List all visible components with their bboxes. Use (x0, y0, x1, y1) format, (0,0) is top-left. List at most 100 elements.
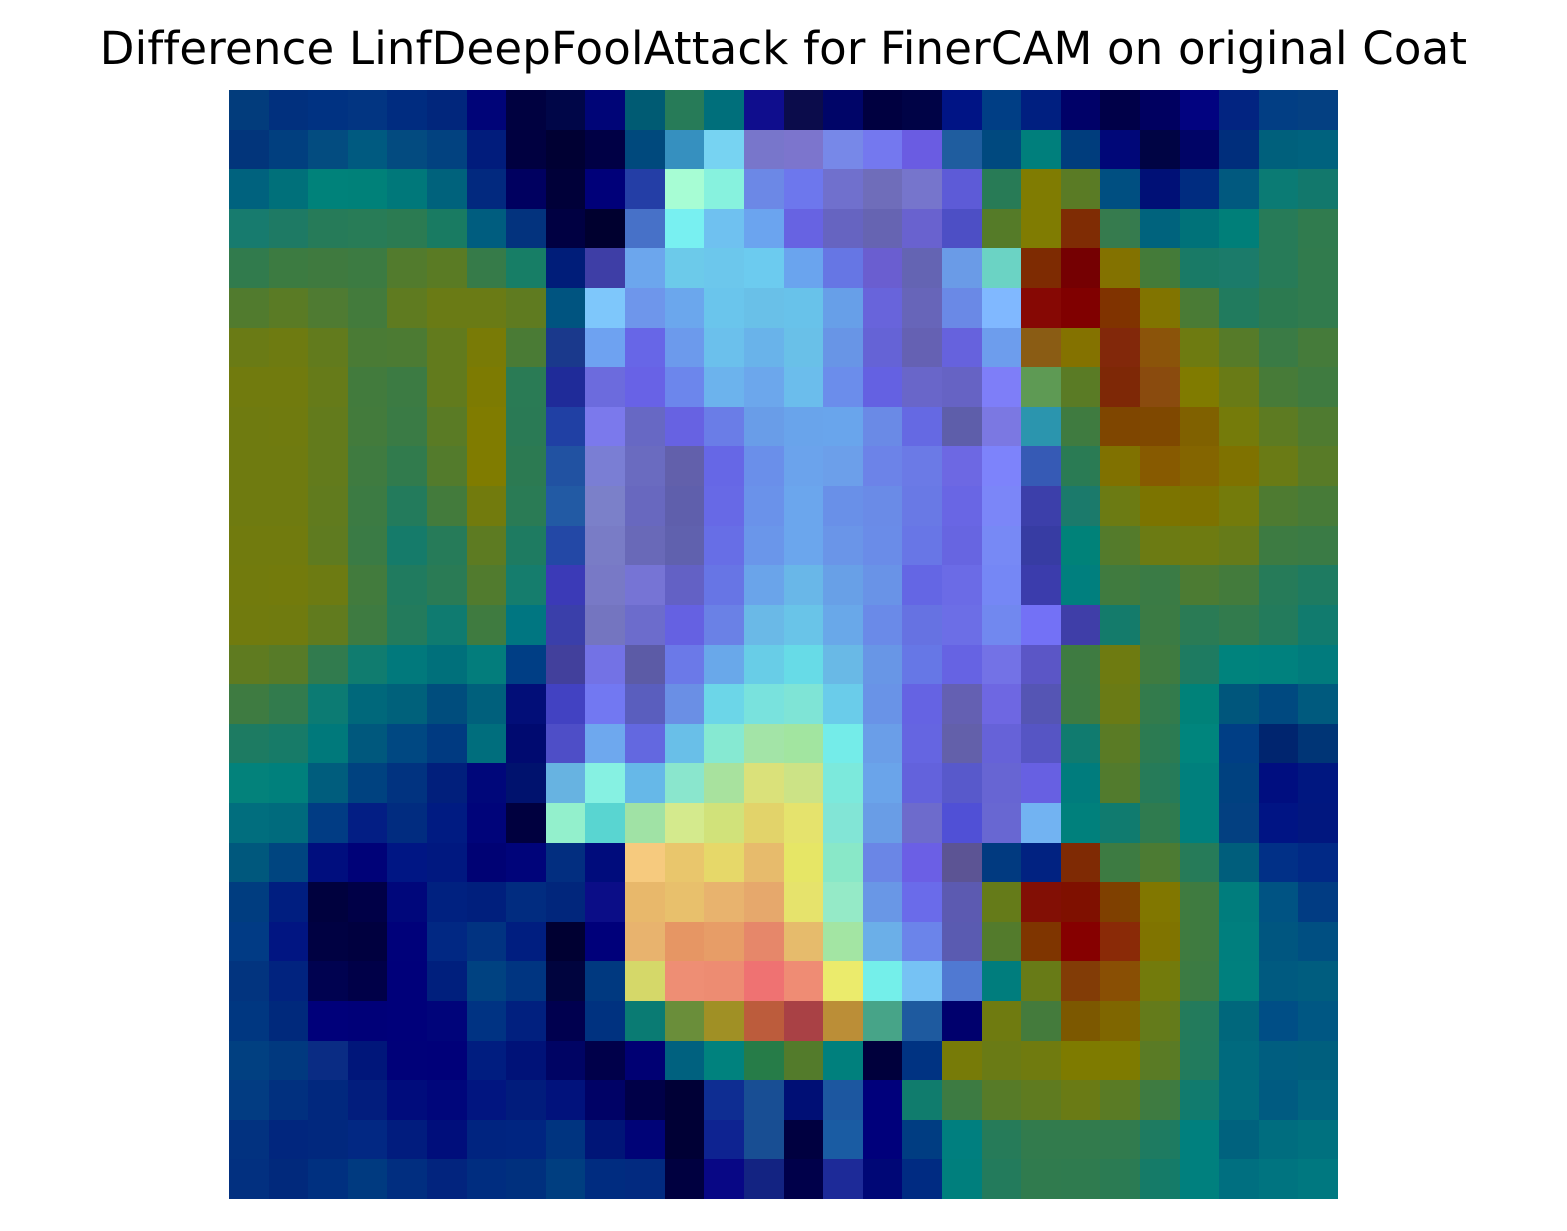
heatmap-cell (823, 1120, 863, 1159)
heatmap-cell (427, 645, 467, 684)
heatmap-cell (229, 922, 269, 961)
heatmap-cell (863, 407, 902, 446)
heatmap-cell (784, 367, 823, 407)
heatmap-cell (823, 248, 863, 288)
heatmap-cell (744, 130, 784, 169)
heatmap-cell (1140, 288, 1180, 328)
heatmap-cell (1021, 1159, 1061, 1199)
heatmap-cell (1298, 763, 1338, 803)
heatmap-cell (784, 605, 823, 645)
heatmap-cell (625, 90, 665, 130)
heatmap-cell (625, 1041, 665, 1080)
heatmap-cell (902, 605, 942, 645)
heatmap-cell (348, 407, 387, 446)
heatmap-cell (625, 1001, 665, 1041)
heatmap-cell (467, 565, 506, 605)
heatmap-cell (665, 1120, 704, 1159)
heatmap-cell (387, 1120, 427, 1159)
heatmap-cell (1140, 328, 1180, 367)
heatmap-cell (1140, 684, 1180, 724)
heatmap-cell (308, 803, 348, 843)
heatmap-cell (784, 922, 823, 961)
heatmap-cell (1219, 684, 1259, 724)
heatmap-cell (1219, 209, 1259, 248)
heatmap-cell (665, 565, 704, 605)
heatmap-cell (1298, 90, 1338, 130)
heatmap-cell (625, 526, 665, 565)
heatmap-cell (1298, 724, 1338, 763)
heatmap-cell (1219, 961, 1259, 1001)
heatmap-cell (665, 288, 704, 328)
heatmap-cell (863, 1001, 902, 1041)
heatmap-cell (1219, 446, 1259, 486)
heatmap-cell (1259, 1159, 1298, 1199)
heatmap-cell (229, 407, 269, 446)
heatmap-cell (467, 407, 506, 446)
heatmap-cell (546, 684, 585, 724)
heatmap-cell (229, 645, 269, 684)
heatmap-cell (784, 961, 823, 1001)
heatmap-cell (269, 1159, 308, 1199)
heatmap-cell (902, 684, 942, 724)
heatmap-cell (863, 1080, 902, 1120)
heatmap-cell (1061, 605, 1100, 645)
heatmap-cell (625, 288, 665, 328)
heatmap-cell (269, 209, 308, 248)
heatmap-cell (585, 1001, 625, 1041)
heatmap-cell (348, 367, 387, 407)
heatmap-cell (1298, 328, 1338, 367)
heatmap-cell (665, 724, 704, 763)
heatmap-cell (506, 1159, 546, 1199)
heatmap-cell (625, 1120, 665, 1159)
heatmap-cell (1100, 367, 1140, 407)
heatmap-cell (982, 288, 1021, 328)
heatmap-cell (506, 922, 546, 961)
heatmap-cell (982, 1041, 1021, 1080)
heatmap-cell (942, 1159, 982, 1199)
heatmap-cell (1259, 803, 1298, 843)
heatmap-cell (229, 169, 269, 209)
heatmap-cell (784, 248, 823, 288)
heatmap-cell (823, 565, 863, 605)
heatmap-cell (744, 1159, 784, 1199)
heatmap-cell (784, 90, 823, 130)
heatmap-cell (1021, 130, 1061, 169)
heatmap-cell (942, 1001, 982, 1041)
heatmap-cell (1061, 1080, 1100, 1120)
heatmap-cell (1100, 446, 1140, 486)
heatmap-cell (1021, 288, 1061, 328)
heatmap-cell (546, 605, 585, 645)
heatmap-cell (1298, 1001, 1338, 1041)
heatmap-cell (467, 1041, 506, 1080)
heatmap-cell (1140, 130, 1180, 169)
heatmap-cell (506, 446, 546, 486)
heatmap-cell (585, 1080, 625, 1120)
heatmap-cell (902, 486, 942, 526)
heatmap-cell (546, 882, 585, 922)
heatmap-cell (1100, 605, 1140, 645)
heatmap-cell (585, 1159, 625, 1199)
heatmap-cell (1061, 328, 1100, 367)
heatmap-cell (823, 843, 863, 882)
heatmap-cell (348, 90, 387, 130)
heatmap-cell (665, 605, 704, 645)
heatmap-cell (902, 882, 942, 922)
heatmap-cell (506, 1001, 546, 1041)
heatmap-cell (665, 130, 704, 169)
heatmap-cell (863, 565, 902, 605)
heatmap-cell (467, 605, 506, 645)
heatmap-cell (585, 763, 625, 803)
heatmap-cell (348, 961, 387, 1001)
heatmap-cell (546, 526, 585, 565)
heatmap-cell (744, 961, 784, 1001)
heatmap-cell (467, 90, 506, 130)
heatmap-cell (744, 248, 784, 288)
heatmap-cell (1180, 1041, 1219, 1080)
heatmap-cell (546, 961, 585, 1001)
heatmap-cell (467, 1080, 506, 1120)
heatmap-cell (1219, 526, 1259, 565)
heatmap-cell (1140, 882, 1180, 922)
heatmap-cell (1259, 90, 1298, 130)
heatmap-cell (863, 130, 902, 169)
heatmap-cell (744, 209, 784, 248)
